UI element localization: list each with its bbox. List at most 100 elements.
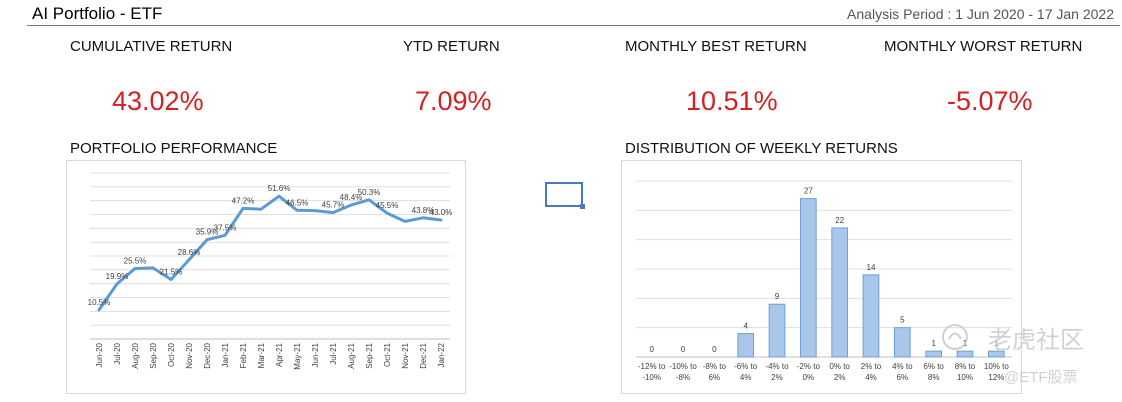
performance-point	[97, 308, 101, 312]
kpi-monthly-worst-return: MONTHLY WORST RETURN -5.07%	[884, 38, 1083, 116]
kpi-label: CUMULATIVE RETURN	[70, 38, 233, 55]
data-label: 50.3%	[358, 188, 381, 197]
x-tick-label: Jul-20	[113, 342, 122, 364]
performance-point	[313, 209, 317, 212]
data-label: 10.5%	[88, 298, 111, 307]
bar-value-label: 1	[994, 339, 999, 348]
performance-point	[331, 211, 335, 214]
bar-value-label: 0	[712, 345, 717, 354]
x-tick-label: 6% to	[923, 362, 944, 371]
kpi-value: 7.09%	[415, 86, 492, 116]
x-tick-label: 4% to	[892, 362, 913, 371]
data-label: 46.5%	[286, 198, 309, 207]
x-tick-label: 2%	[834, 373, 846, 382]
performance-chart[interactable]: 10.5% 19.9% 25.5% 21.5% 28.6% 35.9% 37.5% 47.2%…	[66, 160, 466, 394]
x-tick-label: Sep-20	[149, 342, 158, 368]
data-label: 47.2%	[232, 196, 255, 205]
x-tick-label: Jan-21	[221, 342, 230, 367]
x-tick-label: May-21	[293, 342, 302, 369]
performance-line-chart-svg: 10.5% 19.9% 25.5% 21.5% 28.6% 35.9%37.5% 47.2%…	[88, 172, 453, 370]
distribution-bar	[831, 227, 848, 358]
watermark-main-text: 老虎社区	[988, 327, 1084, 354]
x-tick-label: Sep-21	[365, 342, 374, 368]
kpi-ytd-return: YTD RETURN 7.09%	[403, 38, 500, 116]
data-label: 37.5%	[214, 223, 237, 232]
distribution-chart[interactable]: 0 -12% to -10% 0 -10% to -8% 0 -8% to 6% 4 -6% to 4…	[621, 160, 1022, 394]
bar-value-label: 22	[835, 216, 844, 225]
bar-value-label: 0	[681, 345, 686, 354]
distribution-bar	[862, 274, 880, 358]
bar-value-label: 9	[775, 292, 780, 301]
x-tick-label: 10%	[957, 373, 973, 382]
bar-value-label: 14	[867, 263, 876, 272]
x-tick-label: Jun-21	[311, 342, 320, 367]
header-title: AI Portfolio - ETF	[32, 4, 163, 23]
x-tick-label: Dec-21	[419, 342, 428, 368]
performance-point	[295, 209, 299, 212]
analysis-period: Analysis Period : 1 Jun 2020 - 17 Jan 20…	[847, 6, 1114, 22]
performance-point	[277, 195, 281, 198]
cell-selection-handle[interactable]	[580, 204, 585, 209]
data-label: 25.5%	[124, 256, 147, 265]
x-tick-label: -8%	[676, 373, 690, 382]
performance-point	[115, 282, 119, 286]
x-tick-label: 0%	[803, 373, 815, 382]
bar-value-label: 27	[804, 187, 813, 196]
data-label: 45.7%	[322, 201, 345, 210]
x-tick-label: -4% to	[765, 362, 789, 371]
distribution-bar	[988, 350, 1005, 358]
watermark-sub-text: @ETF股票	[1004, 369, 1078, 386]
x-tick-label: -2% to	[797, 362, 821, 371]
watermark-logo-icon	[942, 324, 968, 350]
x-tick-label: 2% to	[861, 362, 882, 371]
performance-point	[439, 218, 443, 222]
x-tick-label: -10%	[642, 373, 661, 382]
distribution-bar	[956, 350, 974, 358]
data-label: 28.6%	[178, 248, 201, 257]
performance-point	[169, 278, 173, 281]
performance-point	[349, 203, 353, 207]
kpi-label: YTD RETURN	[403, 38, 500, 55]
weekly-distribution-title: DISTRIBUTION OF WEEKLY RETURNS	[625, 140, 898, 157]
data-label: 48.4%	[340, 193, 363, 202]
data-label: 21.5%	[160, 268, 183, 277]
x-tick-label: Jun-20	[95, 342, 104, 367]
x-tick-label: Jul-21	[329, 342, 338, 364]
data-label: 51.6%	[268, 184, 291, 193]
x-tick-label: Mar-21	[257, 342, 266, 368]
x-tick-label: Nov-21	[401, 342, 410, 368]
x-tick-label: Nov-20	[185, 342, 194, 368]
performance-point	[241, 207, 245, 210]
performance-point	[421, 216, 425, 220]
distribution-bar	[925, 350, 943, 358]
bar-value-label: 5	[900, 316, 905, 325]
x-tick-label: 8% to	[955, 362, 976, 371]
kpi-monthly-best-return: MONTHLY BEST RETURN 10.51%	[625, 38, 807, 116]
x-tick-label: -6% to	[734, 362, 758, 371]
data-label: 43.0%	[430, 208, 453, 217]
distribution-bar	[894, 327, 911, 358]
x-tick-label: Apr-21	[275, 342, 284, 367]
header-divider	[27, 25, 1120, 26]
x-tick-label: 2%	[771, 373, 783, 382]
x-tick-label: 4%	[865, 373, 877, 382]
x-tick-label: Aug-20	[131, 342, 140, 368]
x-tick-label: 6%	[709, 373, 721, 382]
x-tick-label: 12%	[988, 373, 1004, 382]
performance-point	[187, 258, 191, 262]
x-tick-label: 0% to	[829, 362, 850, 371]
performance-series-line	[97, 194, 443, 312]
bar-value-label: 1	[931, 339, 936, 348]
distribution-bar-chart-svg: 0 -12% to -10% 0 -10% to -8% 0 -8% to 6% 4 -6% to 4…	[636, 180, 1012, 382]
data-label: 35.9%	[196, 228, 219, 237]
x-tick-label: 4%	[740, 373, 752, 382]
x-tick-label: 6%	[897, 373, 909, 382]
x-tick-label: Oct-20	[167, 342, 176, 367]
kpi-label: MONTHLY WORST RETURN	[884, 38, 1083, 55]
data-label: 19.9%	[106, 272, 129, 281]
cell-selection-box[interactable]	[545, 182, 583, 207]
x-tick-label: 8%	[928, 373, 940, 382]
x-tick-label: Feb-21	[239, 342, 248, 368]
data-label: 45.5%	[376, 201, 399, 210]
kpi-cumulative-return: CUMULATIVE RETURN 43.02%	[70, 38, 233, 116]
